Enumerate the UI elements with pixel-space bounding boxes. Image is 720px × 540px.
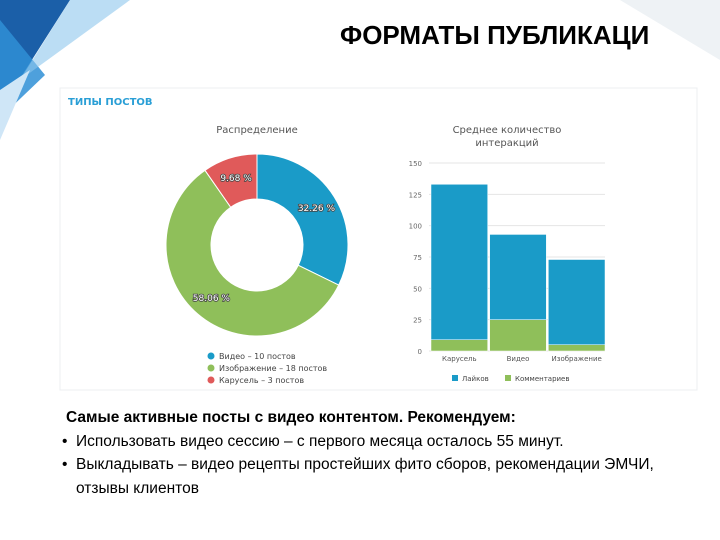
lead: Самые активные посты с видео контентом. … (66, 409, 516, 426)
slice (165, 169, 340, 337)
legend-swatch (452, 375, 458, 381)
decor (0, 70, 30, 140)
slide-title: ФОРМАТЫ ПУБЛИКАЦИ (340, 20, 650, 50)
slice (256, 153, 349, 286)
legend-dot (207, 352, 215, 360)
bullet: Использовать видео сессию – с первого ме… (62, 430, 708, 454)
decor (620, 0, 720, 60)
y-tick-label: 50 (413, 285, 422, 293)
panel-title: ТИПЫ ПОСТОВ (68, 97, 153, 108)
bar-segment (430, 184, 488, 340)
bullet: Выкладывать – видео рецепты простейших ф… (62, 453, 708, 500)
y-tick-label: 100 (409, 223, 422, 231)
x-tick-label: Карусель (442, 355, 477, 363)
y-tick-label: 0 (418, 348, 422, 356)
y-tick-label: 125 (409, 191, 422, 199)
y-tick-label: 75 (413, 254, 422, 262)
decor (20, 0, 130, 80)
chart-title: Среднее количество интеракций (452, 125, 562, 149)
legend-label: Лайков (462, 375, 489, 383)
bar-segment (548, 259, 606, 345)
data-label: 9.68 % (220, 174, 252, 184)
legend-label: Карусель – 3 постов (219, 376, 304, 385)
legend-dot (207, 376, 215, 384)
legend-label: Изображение – 18 постов (219, 364, 327, 373)
legend-label: Видео – 10 постов (219, 352, 296, 361)
data-label: 32.26 % (298, 204, 336, 214)
x-tick-label: Изображение (551, 355, 601, 363)
bar-segment (489, 319, 547, 352)
legend-dot (207, 364, 215, 372)
bar-segment (489, 234, 547, 320)
legend-swatch (505, 375, 511, 381)
bar-segment (548, 344, 606, 352)
y-tick-label: 25 (413, 317, 422, 325)
bullets: Использовать видео сессию – с первого ме… (58, 430, 708, 501)
legend-label: Комментариев (515, 375, 570, 383)
data-label: 58.06 % (193, 294, 231, 304)
y-tick-label: 150 (409, 160, 422, 168)
chart-title: Распределение (216, 125, 298, 136)
slice (204, 153, 258, 208)
x-tick-label: Видео (507, 355, 530, 363)
bar-segment (430, 339, 488, 352)
text-block: Самые активные посты с видео контентом. … (58, 406, 708, 500)
